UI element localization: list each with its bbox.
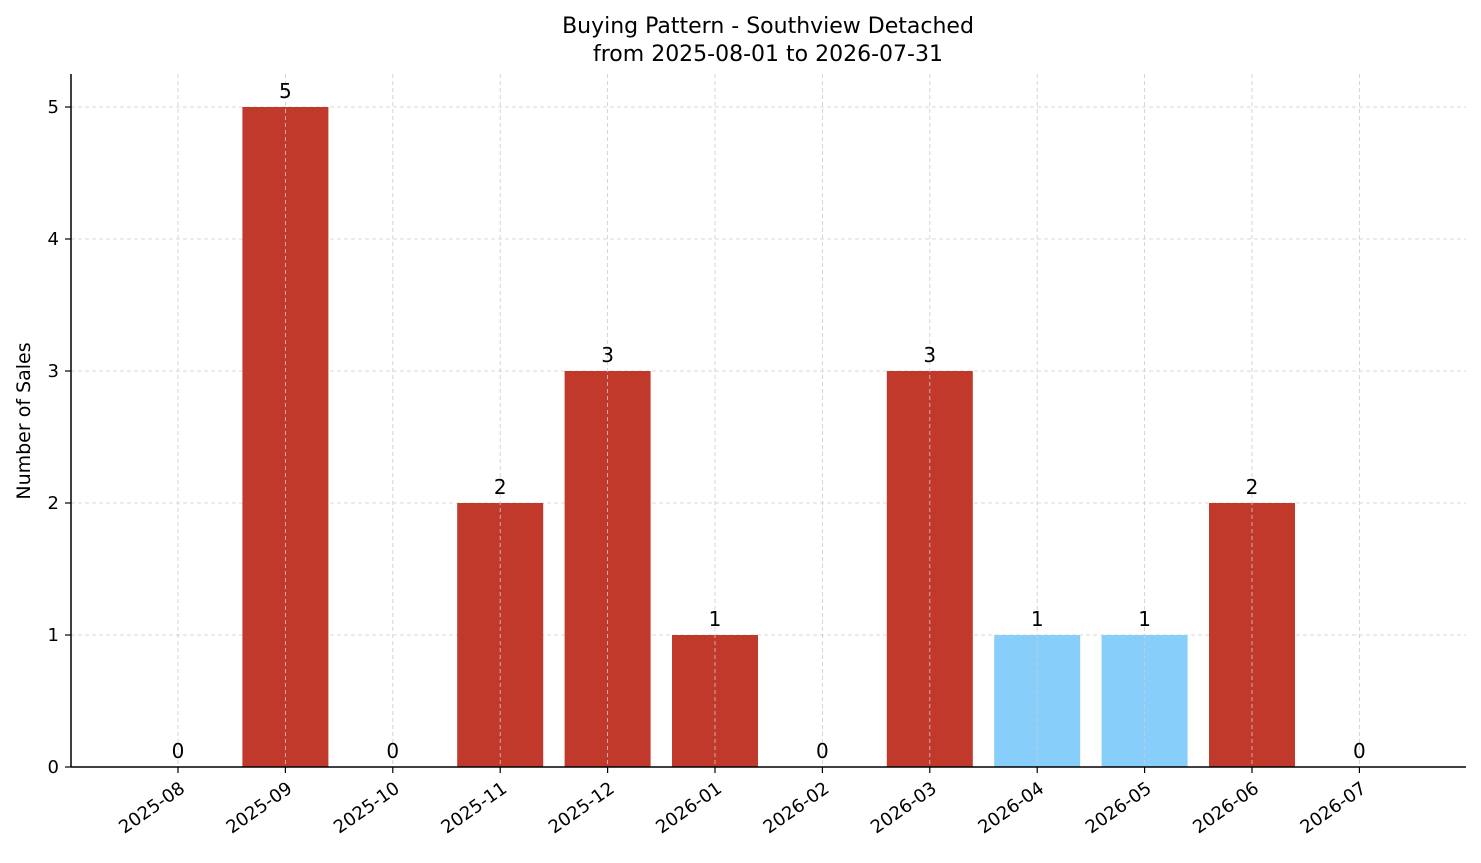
chart-subtitle: from 2025-08-01 to 2026-07-31: [593, 42, 943, 67]
x-tick-label-2025-12: 2025-12: [545, 778, 619, 838]
x-tick-label-2026-05: 2026-05: [1082, 778, 1156, 838]
x-tick-label-2026-07: 2026-07: [1297, 778, 1371, 838]
x-tick-label-2026-01: 2026-01: [652, 778, 726, 838]
y-tick-label-2: 2: [48, 493, 59, 514]
y-tick-label-3: 3: [48, 361, 59, 382]
x-tick-label-2026-02: 2026-02: [760, 778, 834, 838]
bar-value-label-2026-07: 0: [1353, 739, 1366, 763]
y-tick-label-0: 0: [48, 757, 59, 778]
bar-value-label-2026-01: 1: [709, 607, 722, 631]
bar-layer: [242, 107, 1295, 767]
y-axis-label: Number of Sales: [13, 342, 35, 499]
bar-value-label-2025-09: 5: [279, 79, 292, 103]
chart-title: Buying Pattern - Southview Detached: [562, 14, 974, 39]
bar-value-label-2026-03: 3: [923, 343, 936, 367]
bar-value-label-2026-02: 0: [816, 739, 829, 763]
y-tick-label-4: 4: [48, 229, 59, 250]
y-tick-label-1: 1: [48, 625, 59, 646]
axis-layer: [65, 74, 1466, 773]
x-tick-label-2025-09: 2025-09: [223, 778, 297, 838]
bar-2025-09: [242, 107, 329, 767]
x-tick-label-2026-04: 2026-04: [974, 778, 1048, 838]
bar-value-label-2026-05: 1: [1138, 607, 1151, 631]
x-tick-label-2026-06: 2026-06: [1189, 778, 1263, 838]
bar-value-label-2025-11: 2: [494, 475, 507, 499]
y-tick-label-5: 5: [48, 97, 59, 118]
bar-value-label-2025-08: 0: [172, 739, 185, 763]
bar-value-label-2025-12: 3: [601, 343, 614, 367]
x-tick-label-2026-03: 2026-03: [867, 778, 941, 838]
x-tick-label-2025-08: 2025-08: [115, 778, 189, 838]
x-tick-label-2025-10: 2025-10: [330, 778, 404, 838]
bar-value-label-2025-10: 0: [386, 739, 399, 763]
bar-value-label-2026-06: 2: [1246, 475, 1259, 499]
bar-value-label-2026-04: 1: [1031, 607, 1044, 631]
x-tick-label-2025-11: 2025-11: [437, 778, 511, 838]
